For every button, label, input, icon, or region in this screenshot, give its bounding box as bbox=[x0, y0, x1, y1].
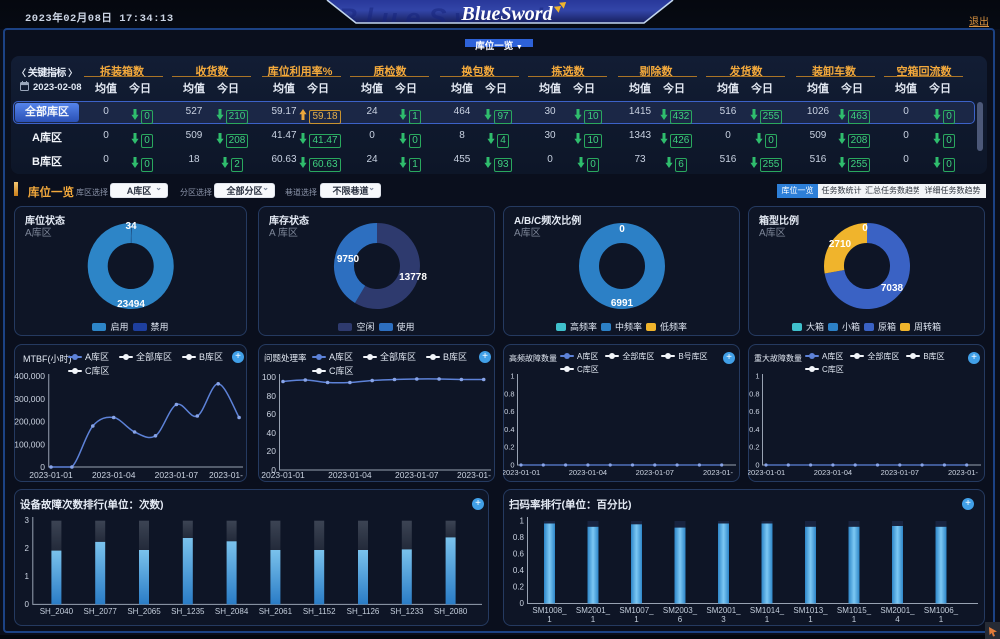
svg-text:1: 1 bbox=[755, 372, 759, 381]
svg-text:2023-01-01: 2023-01-01 bbox=[29, 470, 73, 480]
svg-text:100,000: 100,000 bbox=[14, 439, 45, 449]
svg-text:2023-01-07: 2023-01-07 bbox=[155, 470, 199, 480]
svg-text:0: 0 bbox=[755, 461, 759, 470]
svg-text:2023-01-01: 2023-01-01 bbox=[503, 468, 540, 477]
svg-text:2023-01-04: 2023-01-04 bbox=[92, 470, 136, 480]
svg-text:1: 1 bbox=[591, 615, 596, 624]
svg-text:300,000: 300,000 bbox=[14, 394, 45, 404]
svg-text:6991: 6991 bbox=[610, 298, 633, 309]
svg-text:0: 0 bbox=[862, 223, 868, 234]
svg-text:34: 34 bbox=[125, 221, 137, 232]
svg-text:0.8: 0.8 bbox=[504, 389, 514, 398]
svg-text:0: 0 bbox=[40, 462, 45, 472]
svg-text:SM1015_: SM1015_ bbox=[837, 606, 872, 615]
svg-text:7038: 7038 bbox=[880, 283, 903, 294]
svg-text:2023-01-04: 2023-01-04 bbox=[814, 468, 852, 477]
svg-text:2023-01-: 2023-01- bbox=[703, 468, 734, 477]
svg-text:SM2003_: SM2003_ bbox=[663, 606, 698, 615]
svg-text:0.6: 0.6 bbox=[513, 550, 525, 559]
svg-text:0: 0 bbox=[510, 461, 514, 470]
svg-text:0: 0 bbox=[25, 600, 30, 609]
svg-text:13778: 13778 bbox=[399, 272, 427, 283]
svg-text:1: 1 bbox=[765, 615, 770, 624]
svg-text:60: 60 bbox=[267, 409, 277, 419]
svg-text:0: 0 bbox=[271, 465, 276, 475]
svg-text:2023-01-07: 2023-01-07 bbox=[881, 468, 919, 477]
svg-text:0.8: 0.8 bbox=[749, 389, 759, 398]
svg-text:SH_1235: SH_1235 bbox=[171, 607, 205, 616]
svg-text:2023-01-01: 2023-01-01 bbox=[261, 470, 305, 480]
svg-text:SH_2061: SH_2061 bbox=[259, 607, 293, 616]
svg-text:SM1007_: SM1007_ bbox=[619, 606, 654, 615]
svg-text:0.6: 0.6 bbox=[504, 407, 514, 416]
svg-text:2023-01-04: 2023-01-04 bbox=[569, 468, 607, 477]
svg-text:1: 1 bbox=[852, 615, 857, 624]
svg-text:0.4: 0.4 bbox=[513, 566, 525, 575]
svg-text:SH_2077: SH_2077 bbox=[84, 607, 118, 616]
svg-text:4: 4 bbox=[895, 615, 900, 624]
svg-text:SH_2065: SH_2065 bbox=[127, 607, 161, 616]
svg-text:SH_1152: SH_1152 bbox=[303, 607, 336, 616]
svg-text:BlueSword: BlueSword bbox=[460, 3, 553, 25]
svg-text:40: 40 bbox=[267, 428, 277, 438]
svg-text:20: 20 bbox=[267, 446, 277, 456]
svg-text:0: 0 bbox=[619, 224, 625, 235]
svg-text:1: 1 bbox=[808, 615, 813, 624]
svg-text:SM2001_: SM2001_ bbox=[576, 606, 611, 615]
svg-text:100: 100 bbox=[262, 372, 276, 382]
svg-text:3: 3 bbox=[25, 516, 30, 525]
svg-text:0.4: 0.4 bbox=[749, 425, 759, 434]
svg-text:2023-01-04: 2023-01-04 bbox=[328, 470, 372, 480]
svg-text:BlueSword: BlueSword bbox=[338, 3, 551, 29]
svg-text:2023-01-07: 2023-01-07 bbox=[395, 470, 439, 480]
svg-text:2023-01-: 2023-01- bbox=[457, 470, 491, 480]
svg-text:1: 1 bbox=[939, 615, 944, 624]
svg-text:2023-01-01: 2023-01-01 bbox=[748, 468, 785, 477]
svg-text:2710: 2710 bbox=[828, 239, 851, 250]
svg-text:1: 1 bbox=[510, 372, 514, 381]
svg-text:400,000: 400,000 bbox=[14, 371, 45, 381]
svg-text:1: 1 bbox=[634, 615, 639, 624]
svg-text:0.6: 0.6 bbox=[749, 407, 759, 416]
svg-text:SM2001_: SM2001_ bbox=[880, 606, 915, 615]
svg-text:0.4: 0.4 bbox=[504, 425, 514, 434]
svg-text:0: 0 bbox=[520, 599, 525, 608]
svg-text:0.2: 0.2 bbox=[749, 443, 759, 452]
svg-text:2023-01-: 2023-01- bbox=[209, 470, 243, 480]
svg-text:SM2001_: SM2001_ bbox=[706, 606, 741, 615]
svg-text:SM1006_: SM1006_ bbox=[924, 606, 959, 615]
svg-text:SM1008_: SM1008_ bbox=[532, 606, 567, 615]
svg-text:SH_1233: SH_1233 bbox=[390, 607, 424, 616]
svg-text:1: 1 bbox=[547, 615, 552, 624]
svg-text:9750: 9750 bbox=[336, 254, 359, 265]
svg-text:2023-01-: 2023-01- bbox=[948, 468, 979, 477]
svg-text:80: 80 bbox=[267, 391, 277, 401]
svg-text:2023-01-07: 2023-01-07 bbox=[636, 468, 674, 477]
svg-text:200,000: 200,000 bbox=[14, 417, 45, 427]
svg-text:SH_2040: SH_2040 bbox=[40, 607, 74, 616]
svg-text:2: 2 bbox=[25, 544, 30, 553]
svg-text:SH_1126: SH_1126 bbox=[347, 607, 380, 616]
svg-text:SM1014_: SM1014_ bbox=[750, 606, 785, 615]
svg-text:0.8: 0.8 bbox=[513, 533, 525, 542]
svg-text:1: 1 bbox=[25, 572, 30, 581]
svg-text:0.2: 0.2 bbox=[504, 443, 514, 452]
svg-text:3: 3 bbox=[721, 615, 726, 624]
svg-text:6: 6 bbox=[678, 615, 683, 624]
svg-text:SH_2080: SH_2080 bbox=[434, 607, 468, 616]
svg-text:SM1013_: SM1013_ bbox=[793, 606, 828, 615]
svg-text:SH_2084: SH_2084 bbox=[215, 607, 249, 616]
svg-text:1: 1 bbox=[520, 517, 525, 526]
svg-text:23494: 23494 bbox=[117, 299, 145, 310]
svg-text:0.2: 0.2 bbox=[513, 583, 525, 592]
